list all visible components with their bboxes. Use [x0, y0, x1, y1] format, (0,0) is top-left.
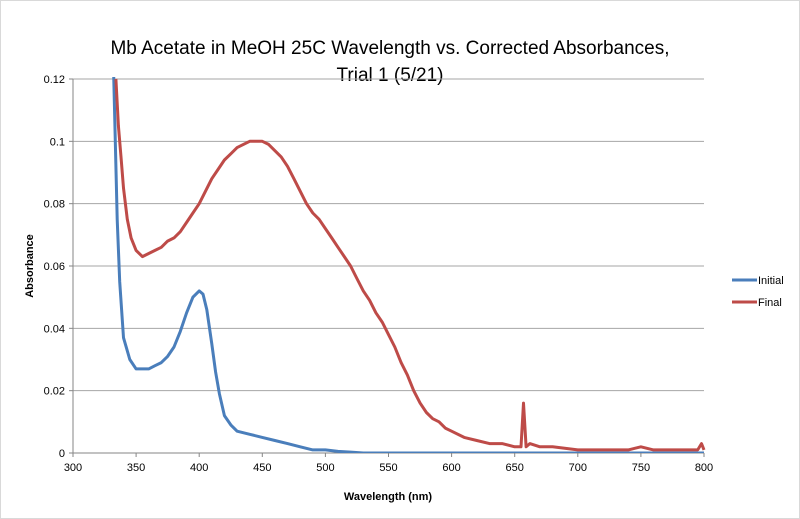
chart-title-line-2: Trial 1 (5/21) — [337, 65, 444, 86]
legend-label-initial: Initial — [758, 275, 784, 287]
x-tick-label: 450 — [253, 462, 271, 474]
x-tick-label: 500 — [316, 462, 334, 474]
x-tick-label: 550 — [379, 462, 397, 474]
y-tick-label: 0.12 — [44, 74, 65, 86]
series-line-initial — [112, 77, 704, 453]
legend-label-final: Final — [758, 297, 782, 309]
x-tick-label: 700 — [569, 462, 587, 474]
y-tick-label: 0.02 — [44, 386, 65, 398]
x-tick-label: 800 — [695, 462, 713, 474]
chart-title-line-1: Mb Acetate in MeOH 25C Wavelength vs. Co… — [110, 38, 669, 59]
x-axis-title: Wavelength (nm) — [344, 491, 433, 503]
x-tick-label: 750 — [632, 462, 650, 474]
series-line-final — [114, 78, 706, 452]
y-tick-label: 0.06 — [44, 261, 65, 273]
y-tick-label: 0 — [59, 448, 65, 460]
x-tick-label: 650 — [506, 462, 524, 474]
legend: Initial Final — [732, 275, 784, 309]
y-tick-label: 0.1 — [50, 136, 65, 148]
y-tick-label: 0.04 — [44, 323, 65, 335]
x-tick-label: 300 — [64, 462, 82, 474]
x-tick-label: 400 — [190, 462, 208, 474]
x-tick-label: 600 — [442, 462, 460, 474]
x-tick-label: 350 — [127, 462, 145, 474]
y-axis-title: Absorbance — [24, 234, 36, 298]
y-tick-label: 0.08 — [44, 199, 65, 211]
